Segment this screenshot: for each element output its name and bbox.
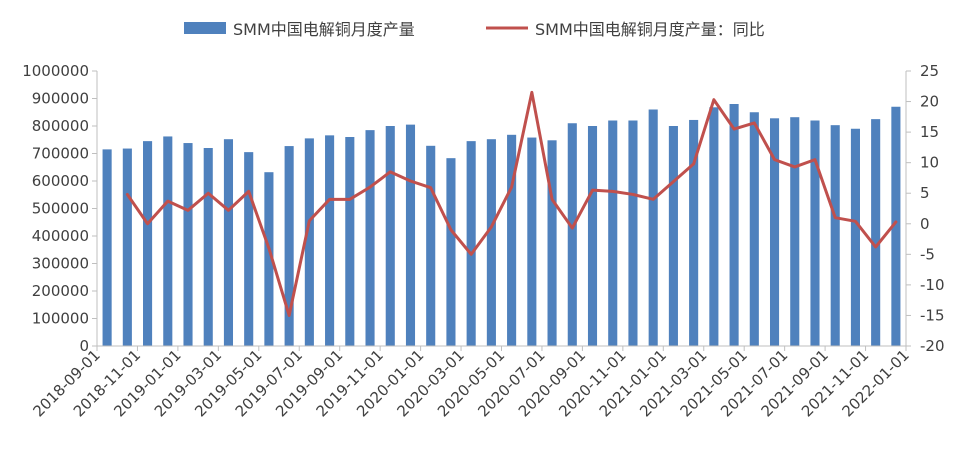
y-left-tick-label: 300000 [32,255,89,273]
bar [244,152,254,347]
y-right-tick-label: 15 [920,123,939,141]
bar [810,120,820,346]
bar [830,125,840,346]
bar [223,139,234,346]
y-right-tick-label: 20 [920,93,939,111]
bar [446,158,456,346]
bar [749,112,759,346]
bar [891,106,901,346]
bar [102,149,112,347]
bar [668,126,678,346]
bar [345,137,355,346]
bar [648,109,658,346]
bar [405,124,416,347]
y-left-tick-label: 600000 [32,172,89,190]
y-left-tick-label: 1000000 [22,62,89,80]
bar [385,126,395,346]
legend-line-label: SMM中国电解铜月度产量：同比 [535,20,765,39]
bar [284,146,294,346]
bar-series [102,104,901,347]
y-left-tick-label: 800000 [32,117,89,135]
bar [850,128,860,346]
legend-bar-swatch [184,22,226,34]
bar [567,123,577,346]
bar [264,172,274,346]
bar [183,143,193,346]
bar [709,107,719,346]
bar [122,148,132,346]
bar [689,119,699,346]
bar [871,119,881,347]
bar [729,104,739,346]
bar [587,126,598,346]
bar [790,117,800,346]
bar [426,145,436,346]
y-left-tick-label: 700000 [32,145,89,163]
y-right-tick-label: -20 [920,337,945,355]
bar [507,134,517,346]
y-right-tick-label: -10 [920,276,945,294]
y-right-tick-label: -5 [920,245,935,263]
y-left-tick-label: 400000 [32,227,89,245]
bar [163,136,173,346]
bar [203,148,213,346]
y-right-tick-label: 5 [920,184,930,202]
bar [547,140,557,346]
bar [486,139,496,346]
bar [365,130,375,347]
bar [769,118,780,346]
y-left-tick-label: 500000 [32,200,89,218]
bar [527,137,537,346]
y-left-tick-label: 100000 [32,310,89,328]
axes: 0 100000 200000 300000 400000 500000 600000 700… [22,62,944,420]
y-right-tick-label: 25 [920,62,939,80]
legend: SMM中国电解铜月度产量 SMM中国电解铜月度产量：同比 [184,20,765,39]
y-right-tick-label: -15 [920,306,945,324]
line-series [125,90,898,317]
y-left-tick-label: 200000 [32,282,89,300]
bar [143,141,153,347]
y-left-tick-label: 900000 [32,90,89,108]
bar [628,120,638,346]
bar [304,138,314,347]
y-right-tick-label: 10 [920,154,939,172]
bar [325,135,335,346]
y-left-tick-label: 0 [79,337,89,355]
bar [608,120,618,346]
legend-bar-label: SMM中国电解铜月度产量 [233,20,415,39]
bar [466,141,476,347]
y-right-tick-label: 0 [920,215,930,233]
